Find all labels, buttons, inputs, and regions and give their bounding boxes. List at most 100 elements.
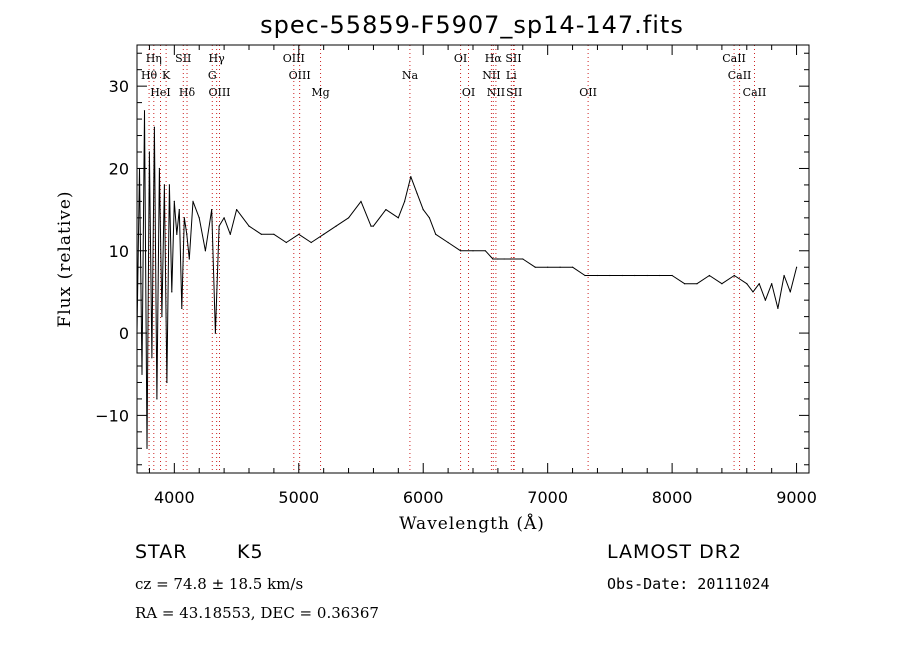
y-tick-label: 0 xyxy=(119,324,129,343)
data-point xyxy=(176,233,178,235)
data-point xyxy=(214,332,216,334)
line-label-8: Hθ xyxy=(141,69,158,82)
data-point xyxy=(141,373,143,375)
line-label-6: SII xyxy=(505,52,521,65)
data-point xyxy=(646,274,648,277)
data-point xyxy=(547,266,549,268)
data-point xyxy=(151,357,153,359)
data-point xyxy=(204,250,206,252)
data-point xyxy=(186,233,188,235)
data-point xyxy=(348,217,350,219)
data-point xyxy=(360,200,362,202)
redshift-info: cz = 74.8 ± 18.5 km/s xyxy=(135,575,304,593)
plot-frame xyxy=(136,44,810,474)
line-label-1: SII xyxy=(175,52,191,65)
data-point xyxy=(764,299,767,301)
line-label-9: K xyxy=(162,69,171,82)
line-label-3: OIII xyxy=(283,52,305,65)
y-tick-label: 30 xyxy=(109,77,129,96)
object-class: STAR xyxy=(135,541,188,563)
line-label-7: CaII xyxy=(722,52,746,65)
data-point xyxy=(559,266,561,268)
x-tick-label: 5000 xyxy=(278,488,319,507)
line-label-13: NII xyxy=(482,69,500,82)
data-point xyxy=(696,283,698,285)
data-point xyxy=(721,283,723,285)
line-label-17: Hδ xyxy=(179,86,196,99)
data-point xyxy=(148,151,150,153)
spectrum-series xyxy=(136,110,798,449)
line-label-19: Mg xyxy=(311,86,329,99)
data-point xyxy=(460,250,462,252)
x-tick-label: 7000 xyxy=(527,488,568,507)
data-point xyxy=(509,258,511,260)
data-point xyxy=(171,291,173,293)
data-point xyxy=(771,283,773,285)
data-point xyxy=(410,176,412,178)
data-point xyxy=(404,200,406,202)
data-point xyxy=(416,192,418,194)
data-point xyxy=(534,266,536,268)
y-tick-label: 20 xyxy=(109,159,129,178)
y-axis-label: Flux (relative) xyxy=(55,190,75,327)
data-point xyxy=(188,258,190,260)
line-label-14: Li xyxy=(506,69,517,82)
data-point xyxy=(796,266,798,268)
data-point xyxy=(173,200,175,202)
data-point xyxy=(260,233,262,235)
data-point xyxy=(168,184,170,186)
data-point xyxy=(183,217,185,219)
survey-name: LAMOST DR2 xyxy=(607,541,742,563)
data-point xyxy=(659,274,661,277)
data-point xyxy=(158,167,160,170)
line-label-2: Hγ xyxy=(209,52,226,65)
line-label-15: CaII xyxy=(728,69,752,82)
data-point xyxy=(789,291,791,293)
data-point xyxy=(522,258,524,260)
data-point xyxy=(397,217,399,219)
data-point xyxy=(223,217,225,219)
line-label-23: OII xyxy=(579,86,597,99)
data-point xyxy=(153,126,155,128)
data-point xyxy=(783,274,785,277)
data-point xyxy=(161,316,163,318)
data-point xyxy=(310,241,312,244)
data-point xyxy=(192,200,194,202)
y-tick-label: 10 xyxy=(109,242,129,261)
data-point xyxy=(447,241,449,244)
data-point xyxy=(211,209,213,211)
chart-title: spec-55859-F5907_sp14-147.fits xyxy=(260,11,684,39)
data-point xyxy=(777,307,779,309)
data-point xyxy=(298,233,300,235)
data-point xyxy=(156,398,158,400)
coordinates-info: RA = 43.18553, DEC = 0.36367 xyxy=(135,604,379,622)
line-label-10: G xyxy=(208,69,217,82)
data-point xyxy=(484,250,486,252)
data-point xyxy=(671,274,673,277)
series-line-0 xyxy=(136,110,798,449)
data-point xyxy=(752,291,754,293)
data-point xyxy=(248,225,250,227)
line-label-24: CaII xyxy=(743,86,767,99)
data-point xyxy=(572,266,574,268)
line-markers xyxy=(148,45,755,473)
x-tick-label: 9000 xyxy=(776,488,817,507)
line-label-18: OIII xyxy=(208,86,230,99)
data-point xyxy=(733,274,735,277)
data-point xyxy=(229,233,231,235)
data-point xyxy=(285,241,287,244)
line-label-12: Na xyxy=(402,69,419,82)
data-point xyxy=(758,283,760,285)
data-point xyxy=(335,225,337,227)
data-point xyxy=(492,258,494,260)
data-point xyxy=(596,274,599,277)
x-axis-label: Wavelength (Å) xyxy=(399,513,545,534)
data-point xyxy=(422,209,424,211)
line-label-21: NII xyxy=(487,86,505,99)
x-tick-label: 6000 xyxy=(403,488,444,507)
data-point xyxy=(609,274,611,277)
data-point xyxy=(584,274,586,277)
data-point xyxy=(323,233,325,235)
line-label-11: OIII xyxy=(289,69,311,82)
